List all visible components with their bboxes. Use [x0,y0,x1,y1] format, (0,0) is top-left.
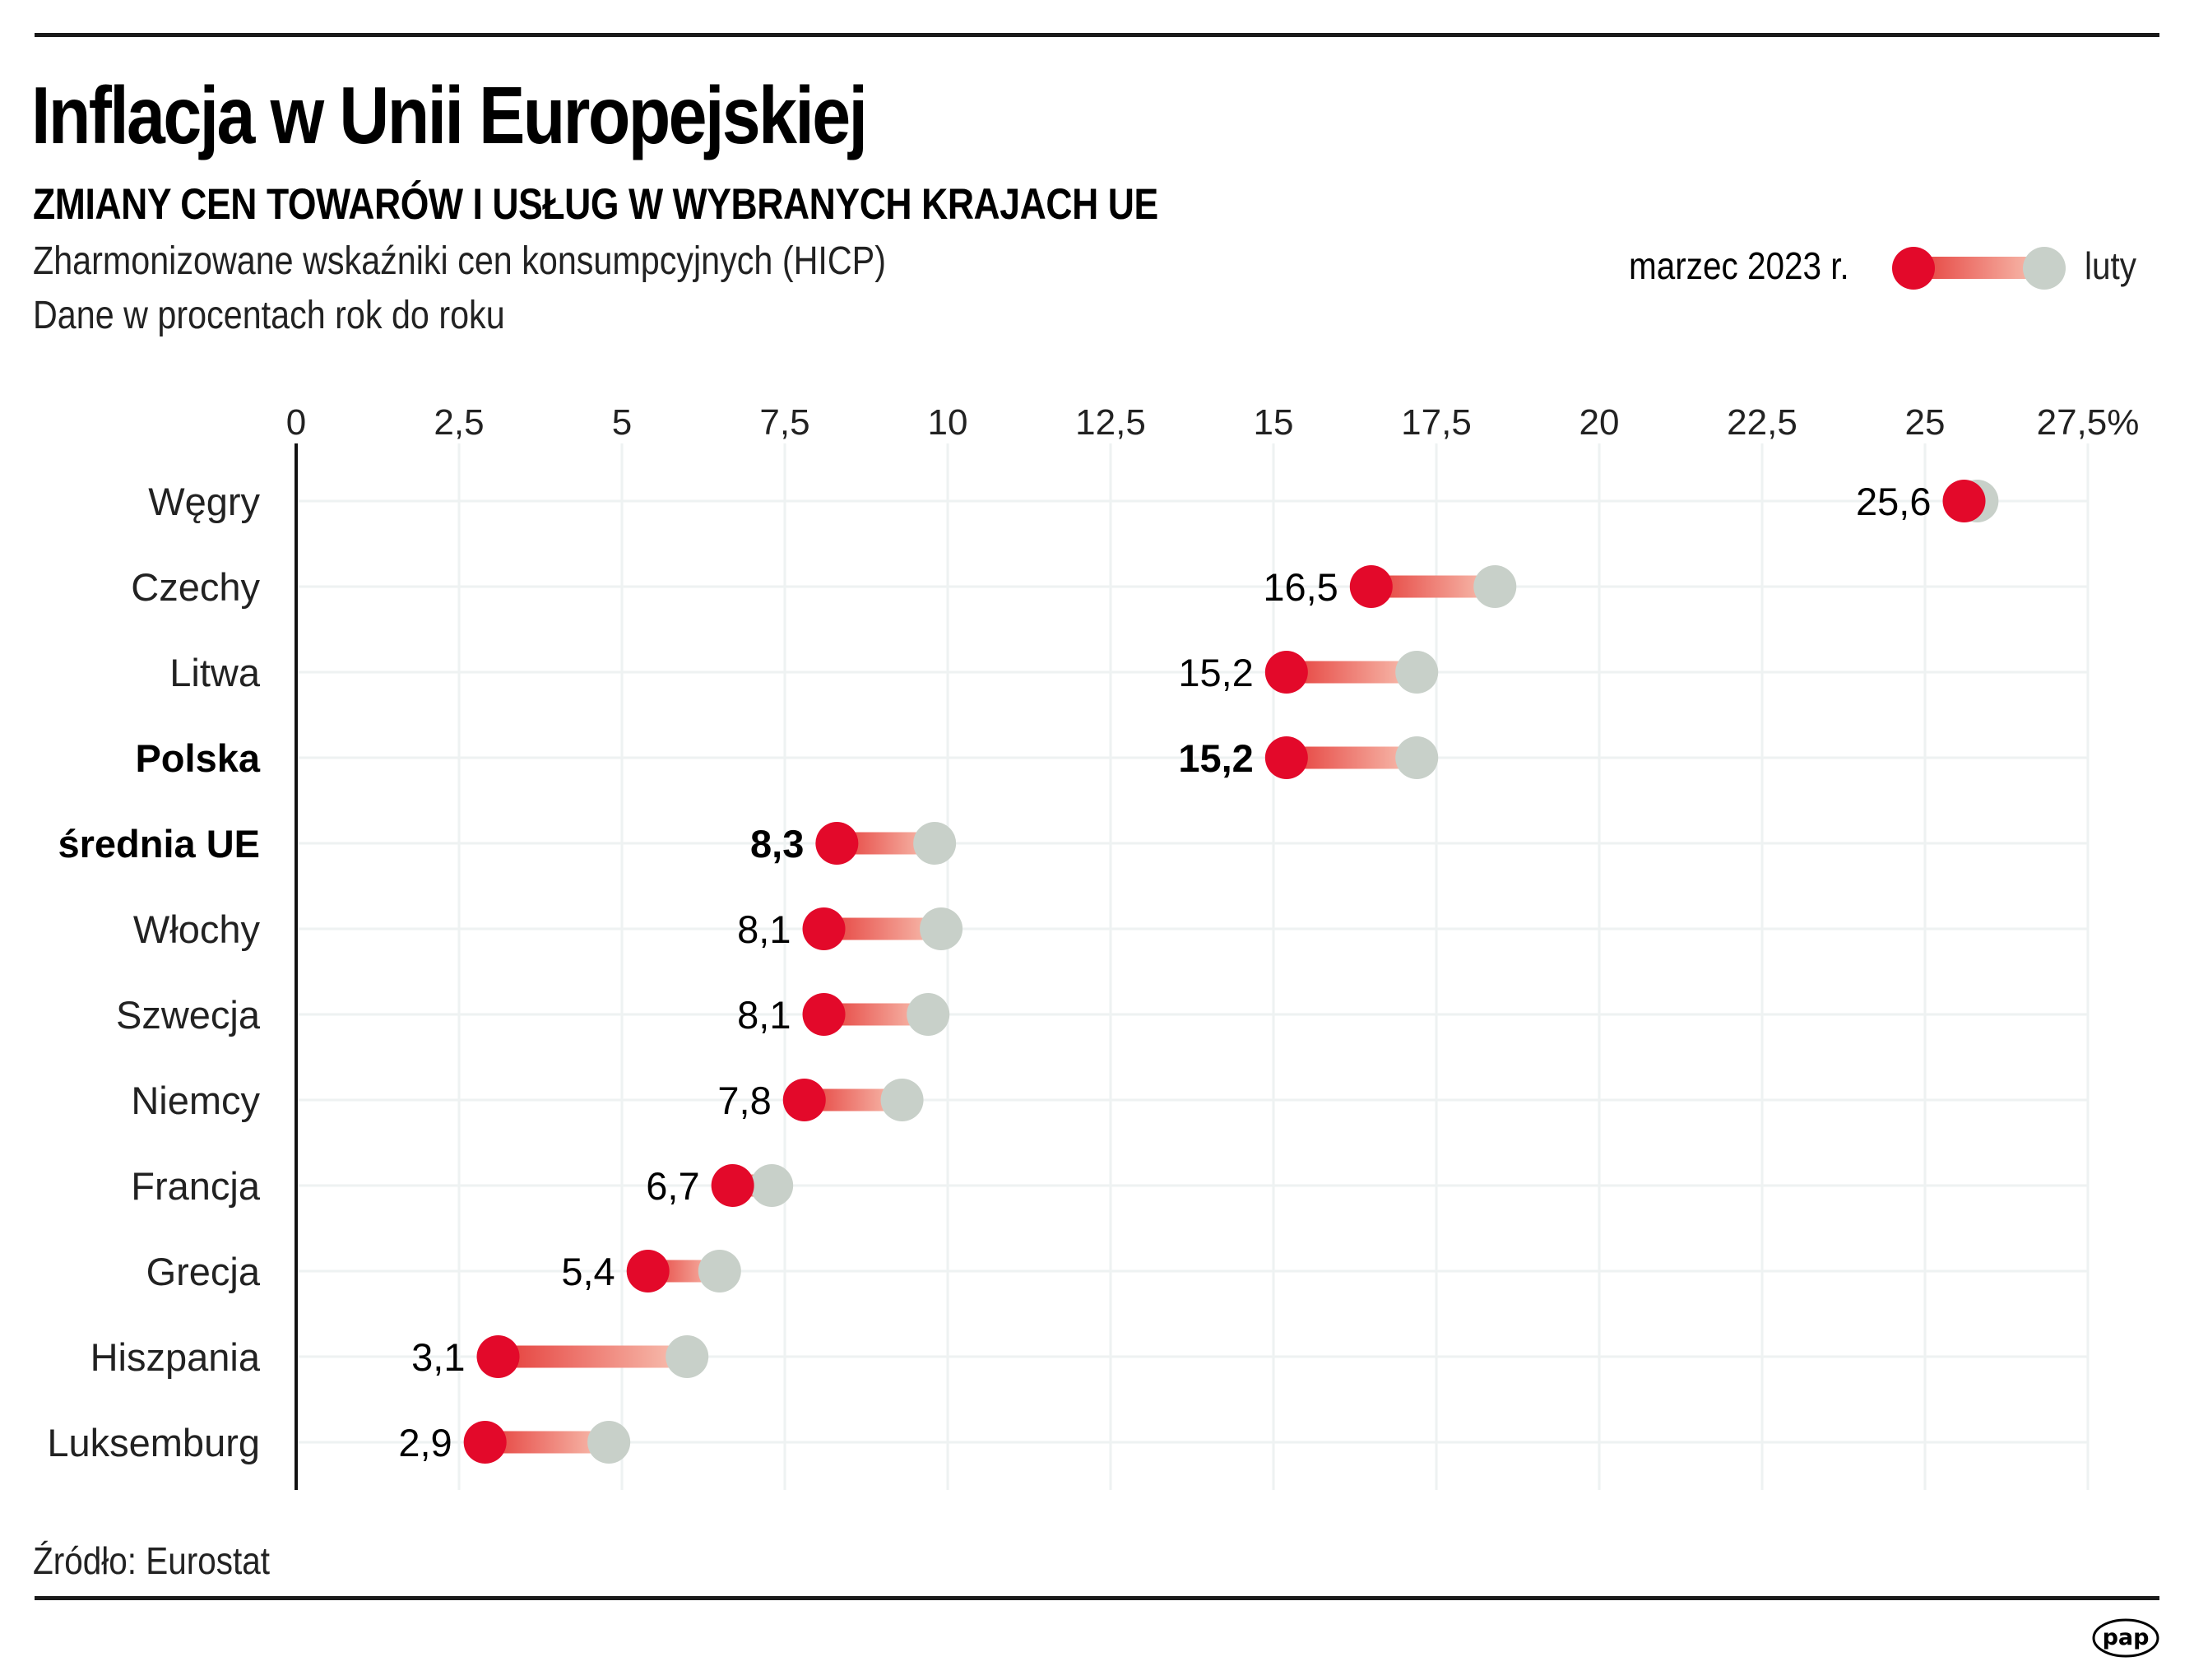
chart-subtitle: ZMIANY CEN TOWARÓW I USŁUG W WYBRANYCH K… [33,180,1158,229]
country-label: Polska [135,736,260,780]
country-label: Luksemburg [47,1421,260,1464]
previous-value-dot [587,1421,631,1464]
pap-logo-icon: pap [2092,1618,2159,1658]
previous-value-dot [920,907,963,950]
value-label: 8,1 [737,993,791,1037]
legend-current-label: marzec 2023 r. [1629,244,1849,287]
x-tick-label: 20 [1579,402,1620,443]
description-line-1: Zharmonizowane wskaźniki cen konsumpcyjn… [33,239,886,283]
dumbbell-bars [485,490,1978,1454]
value-label: 15,2 [1178,736,1253,780]
x-tick-label: 5 [612,402,632,443]
previous-value-dot [1395,736,1439,779]
current-value-dot [1264,651,1308,694]
previous-value-dot [913,822,957,865]
dumbbell-bar [498,1345,688,1368]
gray-dot-icon [2023,247,2066,290]
value-label: 2,9 [398,1421,452,1464]
labels: Węgry 25,6 Czechy 16,5 Litwa 15,2 Polska 15,2 śr… [47,480,1931,1464]
current-value-dot [782,1079,826,1121]
previous-value-dot [880,1079,924,1121]
x-tick-label: 25 [1905,402,1946,443]
value-label: 25,6 [1856,480,1931,523]
top-rule [35,33,2159,37]
value-label: 5,4 [561,1250,615,1293]
x-tick-label: 12,5 [1075,402,1146,443]
red-dot-icon [1892,247,1935,290]
previous-value-dot [1473,565,1517,608]
current-value-dot [626,1250,670,1292]
grid [296,443,2090,1490]
current-value-dot [815,822,859,865]
value-label: 7,8 [717,1079,771,1122]
country-label: Hiszpania [90,1335,261,1379]
country-label: Grecja [146,1250,261,1293]
current-value-dot [1264,736,1308,779]
value-label: 16,5 [1263,565,1338,609]
current-value-dot [1349,565,1393,608]
legend-previous-label: luty [2085,244,2137,287]
value-label: 15,2 [1178,651,1253,694]
dumbbell-bar [1286,661,1417,684]
x-tick-label: 22,5 [1727,402,1797,443]
country-label: Węgry [148,480,260,523]
dumbbell-bar [1286,746,1417,769]
legend-gradient-bar [1913,257,2044,279]
bottom-rule [35,1596,2159,1600]
value-label: 8,1 [737,907,791,951]
value-label: 6,7 [646,1164,699,1208]
current-value-dot [463,1421,507,1464]
dumbbell-dots [463,480,1999,1464]
value-label: 8,3 [750,822,804,866]
x-tick-label: 15 [1254,402,1294,443]
chart-title: Inflacja w Unii Europejskiej [31,70,868,160]
country-label: Litwa [169,651,261,694]
current-value-dot [1942,480,1986,522]
country-label: średnia UE [58,822,260,866]
logo-text: pap [2103,1625,2150,1650]
previous-value-dot [750,1164,794,1207]
x-axis-ticks: 0 2,5 5 7,5 10 12,5 15 17,5 20 22,5 25 27,5% [286,402,2140,443]
country-label: Włochy [133,907,261,951]
x-tick-label: 7,5 [759,402,809,443]
previous-value-dot [698,1250,741,1292]
previous-value-dot [1395,651,1439,694]
x-tick-label: 0 [286,402,306,443]
current-value-dot [476,1335,520,1378]
current-value-dot [802,993,846,1036]
x-tick-label: 27,5% [2037,402,2140,443]
country-label: Niemcy [131,1079,260,1122]
x-tick-label: 10 [928,402,968,443]
current-value-dot [802,907,846,950]
previous-value-dot [666,1335,709,1378]
current-value-dot [711,1164,754,1207]
country-label: Czechy [131,565,260,609]
source-note: Źródło: Eurostat [33,1539,270,1582]
description-line-2: Dane w procentach rok do roku [33,294,505,337]
country-label: Francja [131,1164,261,1208]
country-label: Szwecja [116,993,261,1037]
previous-value-dot [907,993,950,1036]
x-tick-label: 17,5 [1401,402,1472,443]
legend: marzec 2023 r. luty [1629,239,2155,296]
value-label: 3,1 [411,1335,465,1379]
x-tick-label: 2,5 [434,402,484,443]
